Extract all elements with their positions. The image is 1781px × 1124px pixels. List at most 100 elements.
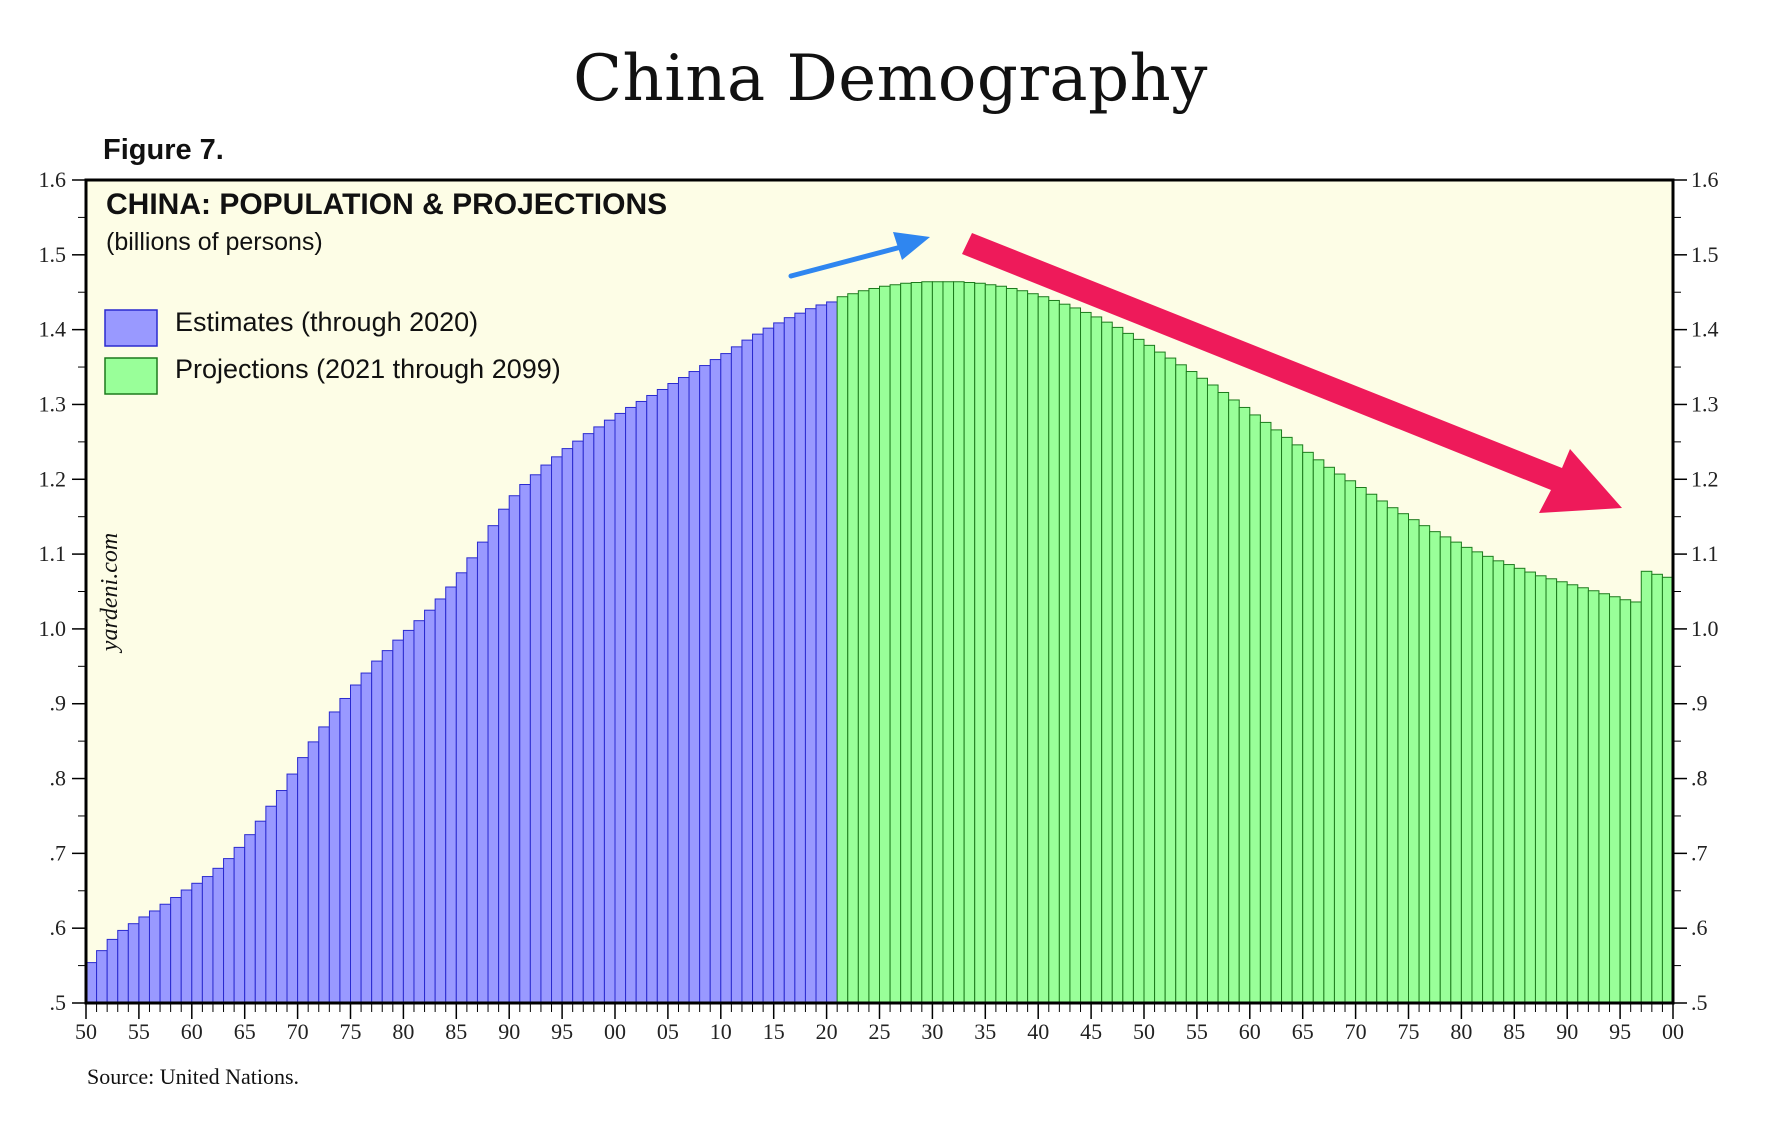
estimate-bar-1995 <box>561 448 574 1004</box>
arrow-up-right-icon <box>788 232 930 279</box>
projection-bar-2057 <box>1217 391 1230 1004</box>
estimate-bar-1965 <box>244 834 256 1004</box>
projection-bar-2062 <box>1270 429 1283 1004</box>
projection-bar-2079 <box>1450 541 1462 1004</box>
estimate-bar-2001 <box>625 406 637 1004</box>
x-tick-label: 00 <box>604 1019 626 1044</box>
arrow-down-right-icon <box>962 233 1622 513</box>
y-tick-label-right: 1.5 <box>1691 242 1719 267</box>
chart-subtitle: (billions of persons) <box>106 228 323 256</box>
projection-bar-2098 <box>1651 573 1663 1004</box>
y-tick-label-right: 1.0 <box>1691 616 1719 641</box>
estimate-bar-1985 <box>455 572 468 1004</box>
estimate-bar-1976 <box>360 672 373 1004</box>
estimate-bar-2008 <box>699 365 711 1004</box>
y-tick-label-right: 1.1 <box>1691 541 1719 566</box>
y-tick-label-right: .6 <box>1691 915 1708 940</box>
estimate-bar-2005 <box>667 383 679 1004</box>
estimate-bar-1987 <box>476 541 489 1004</box>
estimate-bar-1977 <box>371 660 383 1004</box>
projection-bar-2095 <box>1619 599 1632 1004</box>
estimate-bar-1971 <box>307 741 320 1004</box>
estimate-bar-1979 <box>392 639 404 1004</box>
projection-bar-2093 <box>1598 593 1611 1004</box>
projection-bar-2061 <box>1259 421 1272 1004</box>
estimate-bar-1959 <box>180 889 193 1004</box>
estimate-bar-2017 <box>794 312 806 1004</box>
x-tick-label: 80 <box>1450 1019 1472 1044</box>
estimate-bar-2009 <box>709 359 722 1004</box>
x-tick-label: 90 <box>498 1019 520 1044</box>
x-tick-label: 15 <box>763 1019 785 1044</box>
projection-bar-2068 <box>1333 473 1346 1004</box>
projection-bar-2080 <box>1460 546 1473 1004</box>
projection-bar-2083 <box>1492 560 1505 1004</box>
projection-bar-2033 <box>963 282 976 1004</box>
x-tick-label: 40 <box>1027 1019 1049 1044</box>
projection-bar-2099 <box>1661 576 1674 1004</box>
x-tick-label: 95 <box>1609 1019 1631 1044</box>
estimate-bar-1989 <box>498 508 510 1004</box>
x-tick-label: 05 <box>657 1019 679 1044</box>
projection-bar-2066 <box>1312 459 1325 1004</box>
x-tick-label: 70 <box>287 1019 309 1044</box>
estimate-bar-1982 <box>424 609 436 1004</box>
legend-swatch-projections <box>104 357 158 395</box>
estimate-bar-2004 <box>656 388 669 1004</box>
estimate-bar-2015 <box>773 322 785 1004</box>
projection-bar-2077 <box>1429 531 1441 1004</box>
y-tick-label-left: .7 <box>50 840 67 865</box>
x-tick-label: 70 <box>1345 1019 1367 1044</box>
projection-bar-2097 <box>1640 570 1653 1004</box>
estimate-bar-1972 <box>318 726 330 1004</box>
x-tick-label: 75 <box>340 1019 362 1044</box>
projection-bar-2065 <box>1302 451 1314 1004</box>
y-tick-label-left: .9 <box>50 691 67 716</box>
estimate-bar-1970 <box>297 757 309 1004</box>
estimate-bar-2002 <box>635 400 648 1004</box>
projection-bar-2025 <box>879 285 891 1004</box>
x-tick-label: 50 <box>1133 1019 1155 1044</box>
estimate-bar-2003 <box>646 394 658 1004</box>
legend-label-projections: Projections (2021 through 2099) <box>175 354 561 384</box>
y-tick-label-right: .7 <box>1691 840 1708 865</box>
x-tick-label: 60 <box>1239 1019 1261 1044</box>
projection-bar-2073 <box>1386 507 1399 1004</box>
legend-swatch-estimates <box>104 309 158 347</box>
projection-bar-2056 <box>1206 384 1219 1004</box>
estimate-bar-1994 <box>551 456 563 1004</box>
x-tick-label: 55 <box>1186 1019 1208 1044</box>
estimate-bar-1983 <box>434 598 447 1004</box>
projection-bar-2029 <box>921 281 933 1004</box>
projection-bar-2050 <box>1143 344 1156 1004</box>
x-tick-label: 35 <box>974 1019 996 1044</box>
projection-bar-2023 <box>857 290 870 1004</box>
projection-bar-2072 <box>1376 500 1388 1004</box>
projection-bar-2085 <box>1513 567 1526 1004</box>
estimate-bar-1973 <box>328 711 341 1004</box>
projection-bar-2049 <box>1132 338 1145 1004</box>
x-tick-label: 10 <box>710 1019 732 1044</box>
projection-bar-2051 <box>1154 351 1166 1004</box>
projection-bar-2090 <box>1566 584 1579 1004</box>
projection-bar-2089 <box>1556 581 1568 1004</box>
y-tick-label-left: 1.5 <box>39 242 67 267</box>
estimate-bar-2020 <box>826 301 838 1004</box>
estimate-bar-1966 <box>254 820 267 1004</box>
projection-bar-2064 <box>1291 444 1304 1004</box>
estimate-bar-2011 <box>730 346 743 1004</box>
estimate-bar-1962 <box>212 867 225 1004</box>
projections-bars <box>836 281 1674 1004</box>
estimate-bar-2012 <box>741 339 754 1004</box>
x-tick-label: 60 <box>181 1019 203 1044</box>
projection-bar-2088 <box>1545 578 1558 1004</box>
estimate-bar-1963 <box>223 858 235 1004</box>
y-tick-label-right: .8 <box>1691 766 1708 791</box>
projection-bar-2084 <box>1503 564 1515 1004</box>
x-tick-label: 90 <box>1556 1019 1578 1044</box>
projection-bar-2031 <box>942 281 955 1004</box>
y-tick-label-left: 1.6 <box>39 167 67 192</box>
estimate-bar-1967 <box>265 805 277 1004</box>
projection-bar-2030 <box>931 281 944 1004</box>
projection-bar-2076 <box>1418 525 1431 1004</box>
